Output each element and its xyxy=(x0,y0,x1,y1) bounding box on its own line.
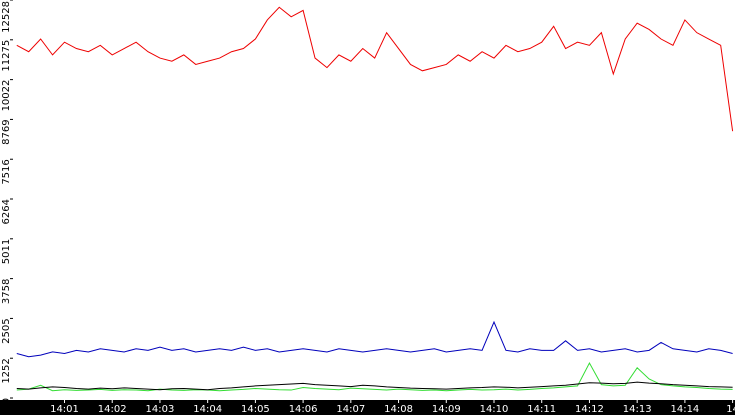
y-tick-label: 12528 xyxy=(1,1,12,33)
x-axis-bar xyxy=(0,400,735,415)
series-line xyxy=(16,6,734,132)
x-tick-label: 14:02 xyxy=(98,404,127,415)
series-line xyxy=(16,381,733,391)
x-tick-label: 14:07 xyxy=(336,404,365,415)
x-tick-label: 14:03 xyxy=(146,404,175,415)
x-tick-label: 14:14 xyxy=(670,404,699,415)
y-tick-label: 11275 xyxy=(1,40,12,72)
x-tick-label: 14:09 xyxy=(432,404,461,415)
x-tick-label: 14:01 xyxy=(50,404,79,415)
x-tick-label: 14:06 xyxy=(289,404,318,415)
x-tick-label: 14:11 xyxy=(527,404,556,415)
y-tick-label: 6264 xyxy=(1,199,12,224)
y-tick-label: 8769 xyxy=(1,119,12,144)
x-tick-label: 14:05 xyxy=(241,404,270,415)
y-tick-label: 10022 xyxy=(1,80,12,112)
x-tick-label: 14:12 xyxy=(575,404,604,415)
x-tick-label: 14:13 xyxy=(623,404,652,415)
x-tick-label: 14 xyxy=(726,404,735,415)
series-line xyxy=(16,320,733,358)
y-tick-label: 7516 xyxy=(1,159,12,184)
y-tick-label: 5011 xyxy=(1,239,12,264)
y-tick-label: 3758 xyxy=(1,279,12,304)
y-tick-label: 2505 xyxy=(1,318,12,343)
y-tick-label: 1252 xyxy=(1,358,12,383)
x-tick-label: 14:08 xyxy=(384,404,413,415)
y-tick-label: 0 xyxy=(1,398,12,404)
x-tick-label: 14:04 xyxy=(193,404,222,415)
x-tick-label: 14:10 xyxy=(480,404,509,415)
series-line xyxy=(16,361,733,392)
